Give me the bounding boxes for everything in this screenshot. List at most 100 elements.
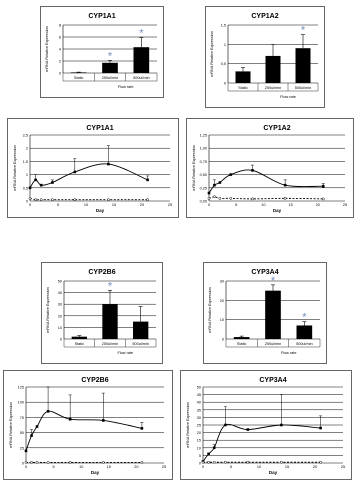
x-axis-label: Day <box>273 208 282 213</box>
data-point <box>321 184 325 188</box>
y-tick-label: 25 <box>197 424 201 428</box>
y-tick-label: 8 <box>59 24 61 28</box>
data-point <box>51 181 54 184</box>
y-tick-label: 75 <box>20 416 24 420</box>
x-axis-label: Day <box>91 470 100 475</box>
y-tick-label: 2 <box>59 60 61 64</box>
x-axis-label: Day <box>96 208 105 213</box>
bar <box>71 336 87 339</box>
data-point <box>24 461 28 464</box>
x-tick-label: 25 <box>168 203 172 207</box>
y-tick-label: 0,75 <box>200 160 207 164</box>
data-point <box>101 419 105 422</box>
y-tick-label: 0 <box>199 462 201 466</box>
significance-star: * <box>271 275 276 287</box>
y-tick-label: 40 <box>197 401 201 405</box>
chart-panel-cyp1a2-bar: CYP1A2 0 0,5 1 1,5 mRNA Relative Expression St… <box>205 6 325 108</box>
y-tick-label: 20 <box>197 431 201 435</box>
data-point <box>68 417 72 421</box>
y-tick-label: 4 <box>59 48 61 52</box>
y-tick-label: 25 <box>20 446 24 450</box>
x-tick-label: 250ul/min <box>265 86 281 90</box>
x-tick-label: Static <box>75 342 85 346</box>
data-point <box>283 183 287 187</box>
chart-panel-cyp1a1-bar: CYP1A1 0 2 4 6 8 mRNA Relative Expression Stati… <box>40 6 164 98</box>
x-tick-label: 20 <box>134 465 138 469</box>
x-tick-label: 25 <box>341 465 345 469</box>
y-tick-label: 30 <box>197 416 201 420</box>
chart-panel-cyp3a4-bar: CYP3A4 0 10 20 30 mRNA Relative Expression Sta… <box>203 262 327 364</box>
x-tick-label: Static <box>74 76 84 80</box>
significance-star: * <box>302 312 307 324</box>
y-tick-label: 5 <box>199 454 201 458</box>
x-tick-label: 10 <box>79 465 83 469</box>
x-tick-label: 5 <box>53 465 55 469</box>
x-tick-label: 10 <box>84 203 88 207</box>
y-tick-label: 0,50 <box>200 173 207 177</box>
bar <box>102 62 118 73</box>
y-tick-label: 10 <box>197 446 201 450</box>
y-tick-label: 50 <box>58 280 62 284</box>
data-point <box>28 197 32 200</box>
series-line <box>208 169 324 194</box>
bar <box>133 321 149 339</box>
chart-panel-cyp1a1-line: CYP1A1 0 0,5 1 1,5 2 2,5 0 5 10 15 20 25 Day mRNA Rela… <box>7 118 179 218</box>
x-axis-label: Flow rate <box>281 351 297 355</box>
chart-cyp1a2-bar: CYP1A2 0 0,5 1 1,5 mRNA Relative Expression St… <box>210 13 319 99</box>
y-tick-label: 20 <box>58 314 62 318</box>
y-tick-label: 100 <box>18 401 24 405</box>
y-axis-label: mRNA Relative Expression <box>210 31 214 77</box>
x-tick-label: 15 <box>285 465 289 469</box>
y-tick-label: 2,5 <box>23 134 28 138</box>
data-point <box>207 452 210 456</box>
series-line-dashed <box>208 196 324 200</box>
data-point <box>251 169 254 172</box>
chart-title: CYP1A2 <box>263 125 290 132</box>
chart-title: CYP2B6 <box>81 377 108 384</box>
y-tick-label: 1,5 <box>221 24 226 28</box>
x-tick-label: 250ul/min <box>265 342 281 346</box>
data-point <box>321 197 325 201</box>
y-tick-label: 45 <box>197 393 201 397</box>
data-point <box>319 426 322 430</box>
x-tick-label: 20 <box>313 465 317 469</box>
y-tick-label: 0,25 <box>200 186 207 190</box>
bar <box>70 72 87 73</box>
data-point <box>246 460 250 464</box>
chart-title: CYP1A1 <box>88 13 115 20</box>
data-point <box>34 198 37 202</box>
x-axis-label: Flow rate <box>118 85 134 89</box>
data-point <box>39 198 43 202</box>
data-point <box>201 460 205 464</box>
data-point <box>207 197 211 200</box>
y-tick-label: 30 <box>220 280 224 284</box>
y-tick-label: 50 <box>197 386 201 390</box>
data-point <box>319 460 322 464</box>
y-tick-label: 0 <box>222 338 224 342</box>
data-point <box>246 428 250 431</box>
data-point <box>280 423 283 427</box>
x-tick-label: 15 <box>288 203 292 207</box>
y-tick-label: 10 <box>220 318 224 322</box>
data-point <box>283 197 287 200</box>
data-point <box>101 461 105 464</box>
x-tick-label: 5 <box>235 203 237 207</box>
y-tick-label: 6 <box>59 36 61 40</box>
y-tick-label: 0 <box>224 82 226 86</box>
bar <box>233 337 250 339</box>
chart-panel-cyp2b6-line: CYP2B6 0 25 50 75 100 125 0 5 10 15 20 25 Day mRNA Rel… <box>3 370 173 480</box>
chart-cyp1a2-line: CYP1A2 0,00 0,25 0,50 0,75 1,00 1,25 0 5 10 15 20 25… <box>192 125 347 213</box>
chart-title: CYP3A4 <box>251 269 278 276</box>
significance-star: * <box>139 28 144 40</box>
x-tick-label: 25 <box>162 465 166 469</box>
x-tick-label: 0 <box>29 203 31 207</box>
y-tick-label: 0 <box>60 338 62 342</box>
data-point <box>218 181 222 184</box>
data-point <box>73 198 77 202</box>
bar <box>295 48 311 83</box>
data-point <box>107 162 110 166</box>
x-axis-label: Flow rate <box>118 351 134 355</box>
data-point <box>30 434 33 437</box>
y-tick-label: 1 <box>26 173 28 177</box>
y-axis-label: mRNA Relative Expression <box>192 145 196 191</box>
